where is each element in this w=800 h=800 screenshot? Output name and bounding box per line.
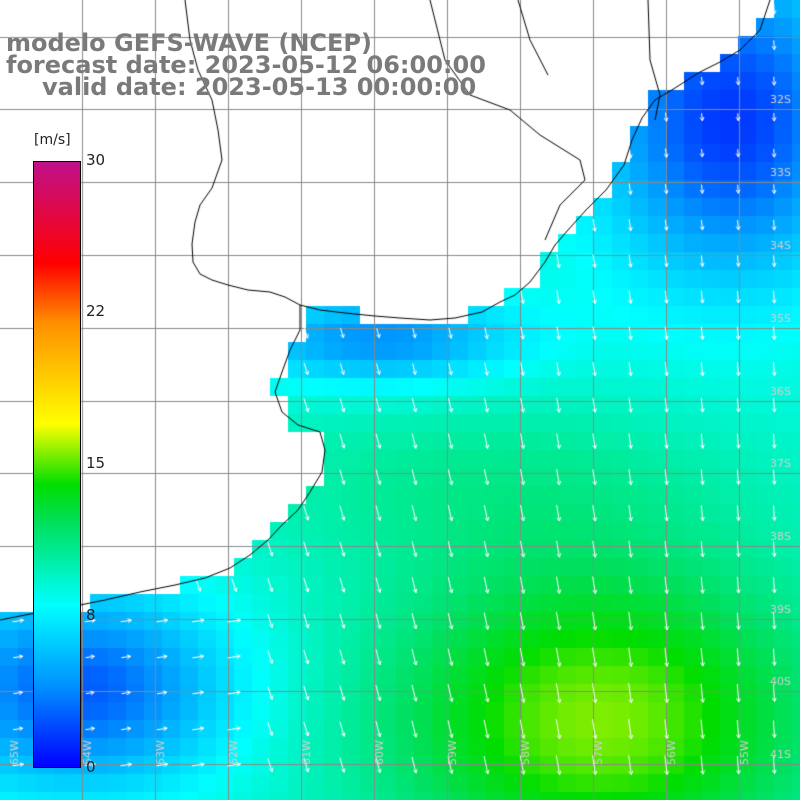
colorbar-tick-0: 0 — [86, 758, 96, 776]
valid-date-label: valid date: 2023-05-13 00:00:00 — [42, 73, 477, 101]
forecast-date-label: forecast date: 2023-05-12 06:00:00 — [6, 51, 486, 79]
colorbar — [33, 161, 81, 768]
colorbar-unit-label: [m/s] — [34, 132, 71, 148]
model-title: modelo GEFS-WAVE (NCEP) — [6, 29, 372, 57]
colorbar-tick-8: 8 — [86, 606, 96, 624]
colorbar-tick-30: 30 — [86, 151, 106, 169]
colorbar-tick-22: 22 — [86, 302, 106, 320]
colorbar-tick-15: 15 — [86, 454, 106, 472]
